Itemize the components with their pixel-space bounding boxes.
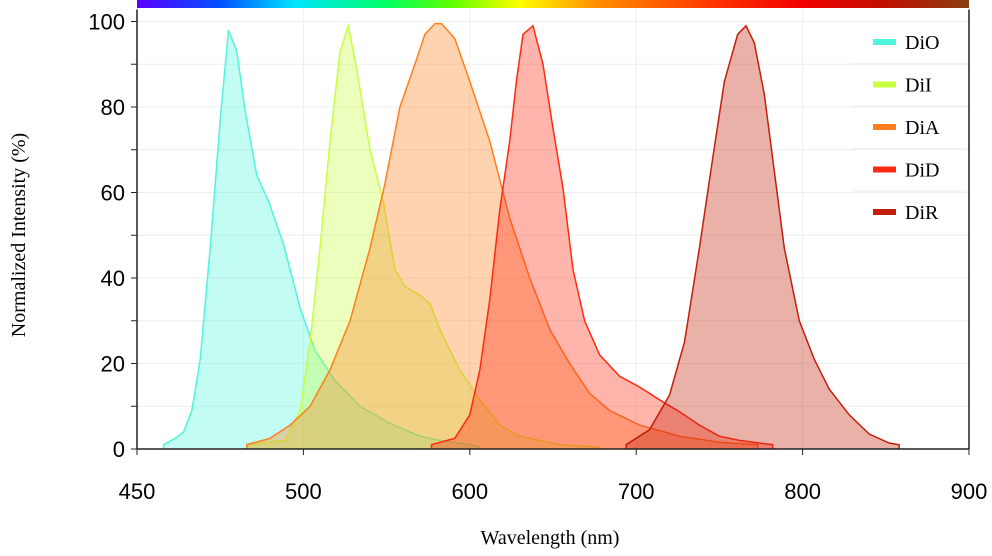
legend-label: DiR [905, 202, 939, 224]
legend-swatch [873, 81, 896, 88]
legend-label: DiI [905, 75, 932, 97]
y-tick-label: 60 [101, 181, 125, 206]
y-tick-labels: 0 20 40 60 80 100 [88, 10, 125, 463]
y-tick-label: 100 [88, 10, 125, 35]
legend-item-dio[interactable]: DiO [873, 32, 939, 54]
x-tick-label: 800 [784, 479, 821, 504]
x-axis-title: Wavelength (nm) [481, 527, 620, 549]
legend-item-dii[interactable]: DiI [853, 63, 966, 97]
line-dia [246, 22, 759, 450]
x-tick-label: 500 [285, 479, 322, 504]
y-tick-label: 80 [101, 95, 125, 120]
y-tick-label: 20 [101, 352, 125, 377]
line-dir [625, 24, 900, 450]
line-did [430, 24, 774, 450]
line-dio [162, 29, 481, 450]
y-axis-title: Normalized Intensity (%) [8, 133, 30, 337]
line-dii [246, 22, 601, 450]
legend: DiO DiI DiA DiD DiR [853, 32, 966, 224]
axes [131, 9, 970, 455]
legend-swatch [873, 124, 896, 130]
x-tick-labels: 450 500 600 700 800 900 [119, 479, 988, 504]
legend-label: DiO [905, 32, 939, 54]
legend-item-dir[interactable]: DiR [853, 190, 966, 224]
legend-label: DiD [905, 160, 939, 182]
area-dir [626, 25, 900, 450]
y-tick-label: 0 [113, 437, 125, 462]
legend-item-dia[interactable]: DiA [853, 105, 966, 139]
y-tick-label: 40 [101, 266, 125, 291]
x-tick-label: 700 [618, 479, 655, 504]
area-dii [246, 25, 600, 450]
x-tick-label: 450 [119, 479, 156, 504]
x-tick-label: 900 [951, 479, 988, 504]
legend-swatch [873, 166, 896, 173]
spectrum-color-bar [137, 0, 969, 8]
area-did [431, 25, 773, 450]
legend-swatch [873, 39, 896, 45]
legend-swatch [873, 209, 896, 215]
series-areas [162, 22, 900, 450]
area-dia [246, 23, 758, 449]
area-dio [163, 30, 480, 449]
legend-label: DiA [905, 117, 940, 139]
x-tick-label: 600 [451, 479, 488, 504]
legend-item-did[interactable]: DiD [853, 148, 966, 182]
